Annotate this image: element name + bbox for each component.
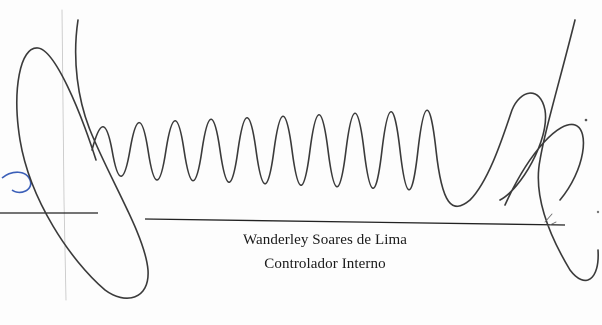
signature-rule-right — [144, 218, 566, 226]
blue-ink-mark — [1, 171, 32, 194]
signatory-name: Wanderley Soares de Lima — [242, 232, 408, 248]
signatory-role: Controlador Interno — [264, 256, 386, 272]
